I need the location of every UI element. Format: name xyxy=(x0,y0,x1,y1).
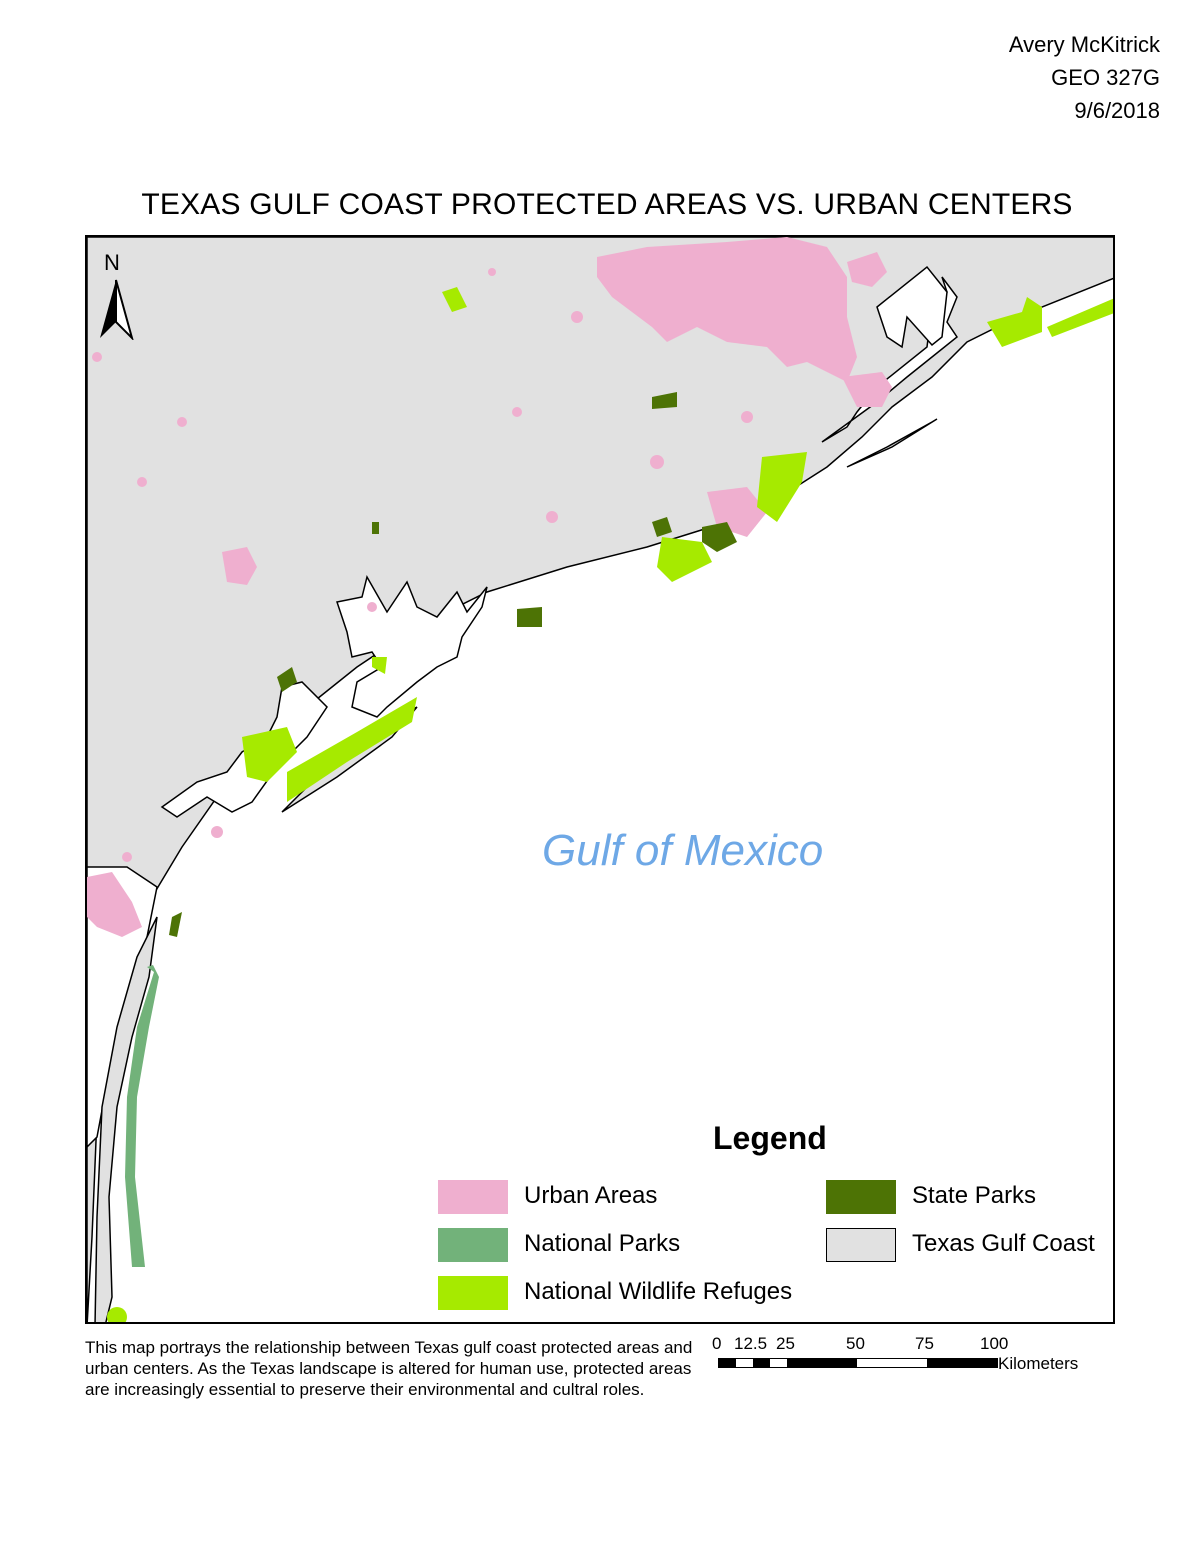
state-park-1 xyxy=(702,522,737,552)
legend-swatch-national-parks xyxy=(438,1228,508,1262)
map-title: TEXAS GULF COAST PROTECTED AREAS VS. URB… xyxy=(141,188,1073,221)
course-code: GEO 327G xyxy=(1051,65,1160,90)
scale-unit-label: Kilometers xyxy=(998,1354,1079,1373)
scale-tick-label: 50 xyxy=(846,1334,865,1353)
bay-east xyxy=(876,265,948,349)
map-canvas xyxy=(87,237,1113,1322)
refuge-small-1 xyxy=(442,287,467,312)
urban-beaumont xyxy=(847,252,887,287)
refuge-laguna xyxy=(107,1307,127,1322)
refuge-matagorda-island xyxy=(287,697,417,802)
urban-spot xyxy=(92,352,102,362)
author-name: Avery McKitrick xyxy=(1008,32,1160,57)
state-park-2 xyxy=(652,392,677,409)
state-park-6 xyxy=(169,912,182,937)
refuge-small-2 xyxy=(372,657,387,674)
refuge-brazoria xyxy=(657,537,712,582)
map-date: 9/6/2018 xyxy=(1074,98,1160,123)
urban-spot xyxy=(512,407,522,417)
scale-tick-label: 75 xyxy=(915,1334,934,1353)
map-frame xyxy=(85,235,1115,1324)
urban-spot xyxy=(367,602,377,612)
author-block: Avery McKitrick GEO 327G 9/6/2018 xyxy=(1009,28,1160,127)
legend: Legend Urban Areas National Parks Nation… xyxy=(438,1120,1118,1320)
gulf-of-mexico-label: Gulf of Mexico xyxy=(542,826,824,875)
legend-swatch-urban xyxy=(438,1180,508,1214)
national-park-padre-island xyxy=(125,965,159,1267)
legend-label-national-parks: National Parks xyxy=(524,1230,681,1257)
urban-corpus xyxy=(87,872,142,937)
legend-label-urban: Urban Areas xyxy=(524,1182,658,1209)
urban-victoria xyxy=(222,547,257,585)
refuge-anahuac xyxy=(987,297,1042,347)
refuge-sanbernard xyxy=(757,452,807,522)
legend-swatch-state-parks xyxy=(826,1180,896,1214)
urban-spot xyxy=(488,268,496,276)
state-park-4 xyxy=(652,517,672,537)
map-caption: This map portrays the relationship betwe… xyxy=(85,1338,693,1399)
urban-galveston-area xyxy=(842,372,892,407)
scale-tick-label: 25 xyxy=(776,1334,795,1353)
scale-tick-label: 0 xyxy=(712,1334,722,1353)
urban-spot xyxy=(650,455,664,469)
urban-spot xyxy=(741,411,753,423)
urban-spot xyxy=(122,852,132,862)
legend-label-wildlife-refuges: National Wildlife Refuges xyxy=(524,1278,793,1305)
scale-tick-label: 12.5 xyxy=(734,1334,768,1353)
barrier-island-padre xyxy=(94,916,158,1322)
scale-bar: 0 12.5 25 50 75 100 Kilometers xyxy=(712,1334,1112,1384)
legend-swatch-gulf-coast xyxy=(826,1228,896,1262)
wildlife-refuges xyxy=(107,287,1113,1322)
state-parks xyxy=(169,392,737,937)
urban-spot xyxy=(137,477,147,487)
north-arrow-icon xyxy=(100,279,134,340)
scale-bar-graphic xyxy=(718,1358,998,1368)
urban-houston xyxy=(597,237,857,382)
state-park-7 xyxy=(372,522,379,534)
scale-tick-label: 100 xyxy=(980,1334,1009,1353)
north-label: N xyxy=(104,250,120,275)
barrier-island-galveston xyxy=(846,418,938,468)
refuge-mcfaddin xyxy=(1047,298,1113,337)
urban-spot xyxy=(546,511,558,523)
legend-title: Legend xyxy=(713,1120,827,1156)
refuge-aransas xyxy=(242,727,297,782)
legend-label-state-parks: State Parks xyxy=(912,1182,1037,1209)
urban-spot xyxy=(571,311,583,323)
legend-swatch-wildlife-refuges xyxy=(438,1276,508,1310)
state-park-3 xyxy=(517,607,542,627)
legend-label-gulf-coast: Texas Gulf Coast xyxy=(912,1230,1095,1257)
urban-spot xyxy=(211,826,223,838)
state-park-5 xyxy=(277,667,297,692)
urban-spot xyxy=(177,417,187,427)
